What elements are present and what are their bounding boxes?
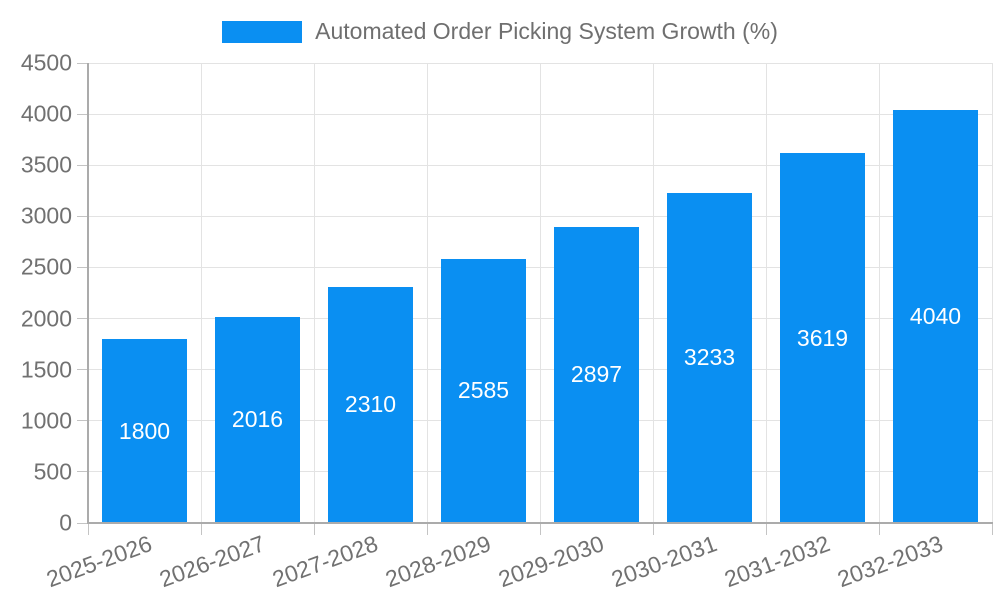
y-tick-label: 2500 — [20, 253, 72, 280]
x-axis-tick — [652, 524, 654, 535]
bar-value-label: 3619 — [796, 324, 849, 351]
y-axis-tick — [77, 266, 87, 268]
gridline-vertical — [200, 63, 202, 523]
y-tick-label: 0 — [59, 509, 72, 536]
bar: 2310 — [328, 286, 413, 523]
y-tick-label: 3000 — [20, 202, 72, 229]
gridline-vertical — [878, 63, 880, 523]
x-axis-tick — [426, 524, 428, 535]
y-tick-label: 4000 — [20, 100, 72, 127]
gridline-vertical — [652, 63, 654, 523]
bar-value-label: 2310 — [344, 391, 397, 418]
x-tick-label-text: 2026-2027 — [155, 530, 268, 593]
gridline-vertical — [313, 63, 315, 523]
x-tick-label-text: 2028-2029 — [381, 530, 494, 593]
y-tick-label: 1000 — [20, 407, 72, 434]
x-axis-tick — [878, 524, 880, 535]
x-axis-tick — [87, 524, 89, 535]
x-tick-label-text: 2029-2030 — [494, 530, 607, 593]
gridline-vertical — [765, 63, 767, 523]
bar: 2897 — [554, 226, 639, 523]
legend: Automated Order Picking System Growth (%… — [0, 18, 1000, 45]
bar: 2585 — [441, 258, 526, 523]
gridline-vertical — [991, 63, 993, 523]
bar-value-label: 2585 — [457, 377, 510, 404]
y-axis-tick — [77, 369, 87, 371]
bar-value-label: 4040 — [909, 303, 962, 329]
y-tick-label: 4500 — [20, 49, 72, 76]
y-axis-tick — [77, 471, 87, 473]
y-axis-tick — [77, 113, 87, 115]
bar: 3619 — [780, 153, 865, 523]
y-tick-label: 3500 — [20, 151, 72, 178]
bar-value-label: 2016 — [231, 406, 284, 433]
y-axis-line — [87, 63, 89, 524]
y-axis-tick — [77, 215, 87, 217]
x-tick-label-text: 2027-2028 — [268, 530, 381, 593]
y-axis-tick — [77, 522, 87, 524]
x-axis-line — [87, 522, 993, 524]
bar: 4040 — [893, 110, 978, 523]
y-tick-label: 2000 — [20, 305, 72, 332]
x-axis-tick — [200, 524, 202, 535]
bar: 3233 — [667, 192, 752, 523]
x-tick-label-text: 2030-2031 — [607, 530, 720, 593]
y-tick-label: 500 — [33, 458, 72, 485]
gridline-vertical — [539, 63, 541, 523]
x-axis-tick — [539, 524, 541, 535]
y-axis-tick — [77, 318, 87, 320]
bar: 2016 — [215, 316, 300, 523]
y-axis-tick — [77, 164, 87, 166]
x-tick-label-text: 2031-2032 — [720, 530, 833, 593]
y-tick-label: 1500 — [20, 356, 72, 383]
y-axis-tick — [77, 420, 87, 422]
x-axis-tick — [313, 524, 315, 535]
bar: 1800 — [102, 339, 187, 523]
bar-value-label: 3233 — [683, 344, 736, 371]
legend-label: Automated Order Picking System Growth (%… — [315, 18, 778, 44]
bar-value-label: 1800 — [118, 417, 171, 444]
bar-value-label: 2897 — [570, 361, 623, 388]
y-axis-tick — [77, 62, 87, 64]
x-tick-label-text: 2032-2033 — [833, 530, 946, 593]
gridline-vertical — [426, 63, 428, 523]
x-axis-tick — [765, 524, 767, 535]
plot-area: 1800 2016 2310 2585 2897 3233 3619 4040 — [88, 62, 993, 523]
legend-swatch — [222, 20, 303, 43]
x-tick-label-text: 2025-2026 — [42, 530, 155, 593]
x-axis-tick — [991, 524, 993, 535]
